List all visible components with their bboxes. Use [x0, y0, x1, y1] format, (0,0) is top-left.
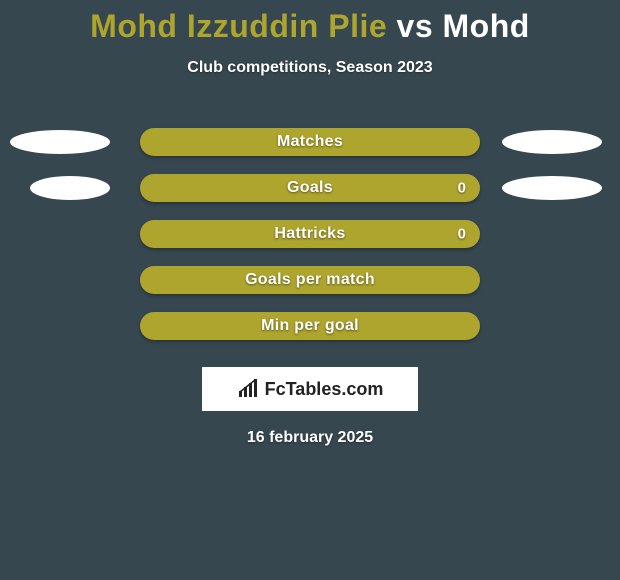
logo-box: FcTables.com — [202, 367, 418, 411]
player2-name: Mohd — [443, 8, 530, 44]
left-marker — [30, 176, 110, 200]
date-label: 16 february 2025 — [0, 429, 620, 447]
stat-row: Goals 0 — [0, 165, 620, 211]
bars-icon — [237, 379, 261, 399]
stat-bar: Matches — [140, 128, 480, 156]
stat-bar: Hattricks 0 — [140, 220, 480, 248]
stat-bar: Min per goal — [140, 312, 480, 340]
stat-value-right: 0 — [458, 180, 466, 197]
logo-text: FcTables.com — [265, 379, 384, 400]
stat-label: Min per goal — [261, 317, 359, 335]
stat-label: Goals per match — [245, 271, 375, 289]
stat-value-right: 0 — [458, 226, 466, 243]
stat-label: Goals — [287, 179, 333, 197]
stat-label: Hattricks — [274, 225, 345, 243]
logo: FcTables.com — [237, 379, 384, 400]
stat-row: Goals per match — [0, 257, 620, 303]
stat-row: Hattricks 0 — [0, 211, 620, 257]
right-marker — [502, 130, 602, 154]
stat-bar: Goals per match — [140, 266, 480, 294]
stat-row: Min per goal — [0, 303, 620, 349]
subtitle: Club competitions, Season 2023 — [0, 59, 620, 77]
stat-row: Matches — [0, 119, 620, 165]
stat-label: Matches — [277, 133, 343, 151]
left-marker — [10, 130, 110, 154]
stats-rows: Matches Goals 0 Hattricks 0 Goals per match Mi… — [0, 119, 620, 349]
right-marker — [502, 176, 602, 200]
stat-bar: Goals 0 — [140, 174, 480, 202]
vs-separator: vs — [397, 8, 434, 44]
page-title: Mohd Izzuddin Plie vs Mohd — [0, 0, 620, 45]
player1-name: Mohd Izzuddin Plie — [90, 8, 387, 44]
